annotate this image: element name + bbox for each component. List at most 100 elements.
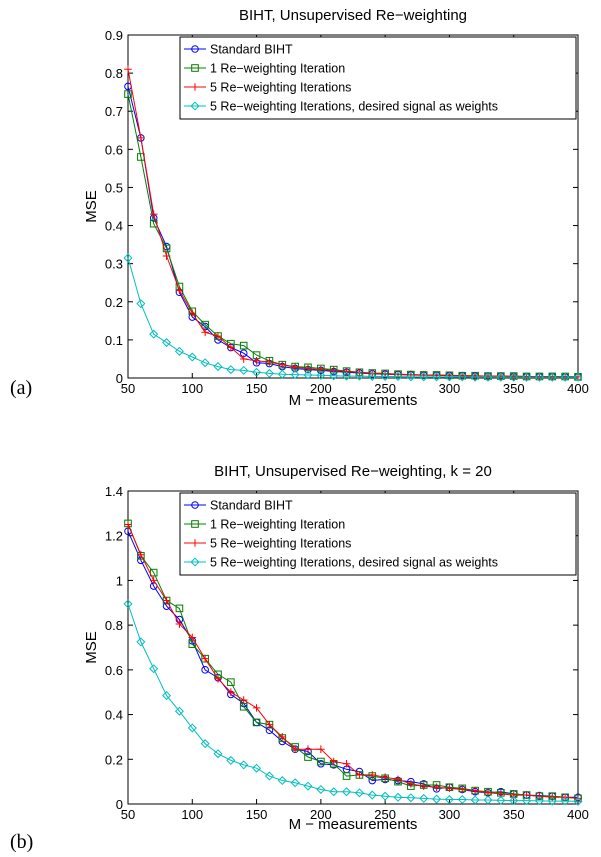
x-tick-label: 50 — [121, 807, 135, 822]
legend-marker — [191, 501, 199, 509]
data-point — [368, 369, 377, 378]
data-point — [200, 358, 210, 368]
data-point — [303, 781, 313, 791]
data-point — [239, 341, 248, 350]
data-point — [367, 790, 377, 800]
data-point — [124, 90, 132, 98]
data-point — [393, 792, 403, 802]
x-tick-label: 100 — [181, 807, 203, 822]
chart-b: 50 100 150 200 250 300 350 400 0 0.2 0.4 0.6 0.8 1 1.2… — [83, 463, 589, 833]
data-point — [226, 755, 236, 765]
x-tick-label: 250 — [374, 381, 396, 396]
x-axis-label: M − measurements — [289, 392, 418, 409]
data-point — [265, 358, 274, 366]
data-point — [342, 367, 351, 376]
data-point — [239, 355, 248, 363]
legend-entry: 1 Re−weighting Iteration — [210, 518, 345, 532]
data-point — [444, 795, 454, 805]
data-point — [316, 784, 326, 794]
series-3 — [124, 520, 582, 803]
y-tick-label: 0 — [116, 371, 123, 386]
legend-marker — [191, 64, 199, 72]
data-point — [484, 789, 492, 797]
legend: Standard BIHT 1 Re−weighting Iteration 5 R… — [179, 36, 577, 120]
data-point — [496, 372, 506, 382]
y-tick-label: 0.9 — [105, 28, 123, 43]
data-point — [201, 666, 209, 674]
series-line — [127, 523, 579, 799]
data-point — [252, 704, 261, 712]
data-point — [496, 795, 506, 805]
data-point — [303, 370, 313, 380]
legend-entry: Standard BIHT — [210, 499, 293, 513]
data-point — [187, 352, 197, 362]
data-point — [419, 782, 428, 790]
data-point — [457, 372, 467, 382]
data-point — [175, 286, 184, 295]
chart-title: BIHT, Unsupervised Re−weighting — [239, 7, 467, 24]
data-point — [265, 720, 274, 729]
data-point — [239, 365, 249, 375]
data-point — [354, 371, 364, 381]
data-point — [162, 252, 171, 260]
x-tick-label: 400 — [567, 807, 589, 822]
data-point — [393, 371, 403, 381]
y-tick-label: 0.6 — [105, 663, 123, 678]
data-point — [162, 244, 171, 253]
data-point — [522, 372, 532, 382]
data-point — [407, 780, 415, 788]
legend-entry: Standard BIHT — [210, 43, 293, 57]
data-point — [252, 357, 261, 365]
data-point — [457, 795, 467, 805]
chart-a: 50 100 150 200 250 300 350 400 0 0.1 0.2 0.3 0.4 0.5 0… — [83, 7, 589, 409]
y-tick-label: 0.5 — [105, 180, 123, 195]
data-point — [509, 791, 518, 799]
y-axis-label: MSE — [83, 631, 100, 664]
data-point — [137, 134, 145, 142]
data-point — [175, 604, 184, 613]
data-point — [201, 328, 209, 337]
data-point — [317, 757, 325, 766]
data-point — [304, 745, 312, 754]
data-point — [264, 368, 274, 378]
x-tick-label: 300 — [439, 381, 461, 396]
data-point — [470, 372, 480, 382]
legend-marker — [191, 45, 199, 53]
series-4 — [123, 599, 583, 806]
data-point — [573, 372, 583, 382]
data-point — [277, 776, 287, 786]
data-point — [329, 757, 338, 766]
data-point — [162, 596, 171, 605]
data-point — [483, 795, 493, 805]
data-point — [522, 796, 532, 806]
data-point — [136, 299, 146, 309]
data-point — [227, 343, 235, 352]
legend-marker — [191, 83, 199, 91]
data-point — [316, 370, 326, 380]
data-point — [124, 520, 132, 529]
data-point — [406, 793, 416, 803]
data-point — [188, 309, 197, 318]
data-point — [560, 372, 570, 382]
x-tick-label: 350 — [503, 807, 525, 822]
data-point — [432, 794, 442, 804]
data-point — [149, 576, 158, 585]
data-point — [239, 696, 248, 704]
legend-marker — [191, 520, 199, 528]
data-point — [149, 664, 159, 674]
data-point — [213, 749, 223, 759]
data-point — [149, 329, 159, 339]
data-point — [470, 795, 480, 805]
data-point — [573, 796, 583, 806]
data-point — [444, 372, 454, 382]
y-tick-label: 0.1 — [105, 333, 123, 348]
data-point — [381, 773, 389, 781]
data-point — [291, 745, 299, 754]
x-tick-label: 100 — [181, 381, 203, 396]
data-point — [174, 346, 184, 356]
data-point — [419, 372, 429, 382]
legend-entry: 5 Re−weighting Iterations, desired signa… — [210, 556, 498, 570]
x-tick-label: 400 — [567, 381, 589, 396]
x-tick-label: 250 — [374, 807, 396, 822]
y-tick-label: 1.4 — [105, 484, 123, 499]
